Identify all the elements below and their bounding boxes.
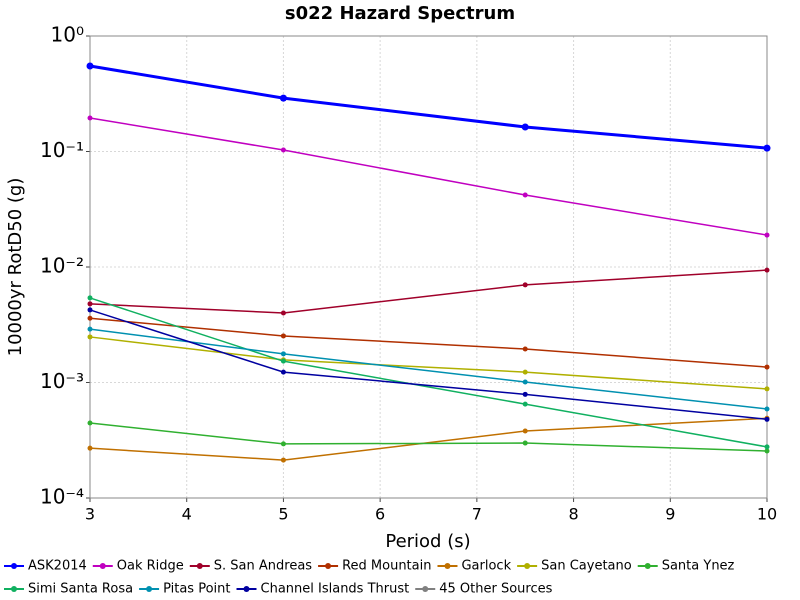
x-tick-label: 6 [375, 505, 385, 524]
data-point [87, 420, 93, 426]
data-point [280, 333, 286, 339]
data-point [522, 391, 528, 397]
data-point [87, 301, 93, 307]
data-point [522, 282, 528, 288]
series-line [89, 64, 768, 150]
data-point [87, 115, 93, 121]
plot-border [89, 35, 768, 499]
data-point [764, 406, 770, 412]
legend-swatch-dot [196, 563, 203, 569]
legend-label: ASK2014 [28, 559, 87, 574]
data-point [280, 457, 286, 463]
legend-label: S. San Andreas [214, 559, 313, 574]
data-point [764, 416, 770, 422]
x-axis-label: Period (s) [385, 531, 470, 552]
series-line [89, 317, 768, 368]
data-point [280, 358, 286, 364]
legend-swatch-dot [325, 563, 332, 569]
legend-swatch-dot [524, 563, 531, 569]
data-point [279, 94, 287, 102]
data-point [522, 379, 528, 385]
x-tick-label: 9 [665, 505, 675, 524]
legend-swatch-dot [11, 586, 17, 592]
x-tick-label: 3 [85, 505, 95, 524]
data-point [87, 307, 93, 313]
data-point [87, 445, 93, 451]
y-tick-label: 10⁻¹ [40, 138, 84, 162]
data-point [280, 310, 286, 316]
data-point [764, 386, 770, 392]
data-point [763, 144, 771, 152]
series-line [89, 417, 768, 461]
y-tick-label: 10⁻³ [40, 369, 84, 393]
x-tick-label: 4 [182, 505, 192, 524]
data-point [764, 448, 770, 454]
series-line [89, 336, 768, 390]
data-point [764, 232, 770, 238]
data-point [87, 315, 93, 321]
y-tick-label: 10⁻⁴ [40, 485, 84, 509]
legend-label: 45 Other Sources [439, 582, 552, 597]
x-tick-label: 7 [472, 505, 482, 524]
x-tick-label: 10 [757, 505, 777, 524]
legend-swatch-dot [422, 586, 429, 592]
data-point [764, 444, 770, 450]
series-line [89, 309, 768, 421]
data-point [280, 147, 286, 153]
series-line [89, 117, 768, 236]
data-point [522, 192, 528, 198]
legend-swatch-dot [146, 586, 153, 592]
data-point [522, 401, 528, 407]
data-point [764, 267, 770, 273]
x-tick-label: 8 [568, 505, 578, 524]
legend-label: Pitas Point [163, 582, 230, 597]
legend-label: San Cayetano [541, 559, 632, 574]
data-point [522, 346, 528, 352]
legend-label: Red Mountain [342, 559, 431, 574]
series-line [89, 422, 768, 452]
legend-swatch-dot [99, 563, 106, 569]
series-line [89, 269, 768, 314]
data-point [280, 369, 286, 375]
data-point [87, 295, 93, 301]
data-point [86, 62, 94, 70]
data-point [522, 428, 528, 434]
data-point [764, 364, 770, 370]
legend-label: Garlock [461, 559, 511, 574]
chart-title: s022 Hazard Spectrum [285, 3, 515, 24]
legend-label: Channel Islands Thrust [261, 582, 410, 597]
data-point [87, 334, 93, 340]
legend-swatch-dot [644, 563, 651, 569]
legend-label: Santa Ynez [662, 559, 735, 574]
legend-swatch-dot [444, 563, 451, 569]
data-point [522, 369, 528, 375]
y-tick-label: 10⁻² [40, 254, 84, 278]
legend-label: Oak Ridge [117, 559, 184, 574]
y-tick-label: 10⁰ [51, 23, 84, 47]
data-point [280, 351, 286, 357]
data-point [522, 440, 528, 446]
data-point [521, 123, 529, 131]
legend-label: Simi Santa Rosa [28, 582, 133, 597]
legend-swatch-dot [11, 563, 17, 569]
y-axis-label: 10000yr RotD50 (g) [5, 178, 26, 357]
data-point [280, 441, 286, 447]
legend-swatch-dot [243, 586, 250, 592]
data-point [87, 326, 93, 332]
x-tick-label: 5 [278, 505, 288, 524]
